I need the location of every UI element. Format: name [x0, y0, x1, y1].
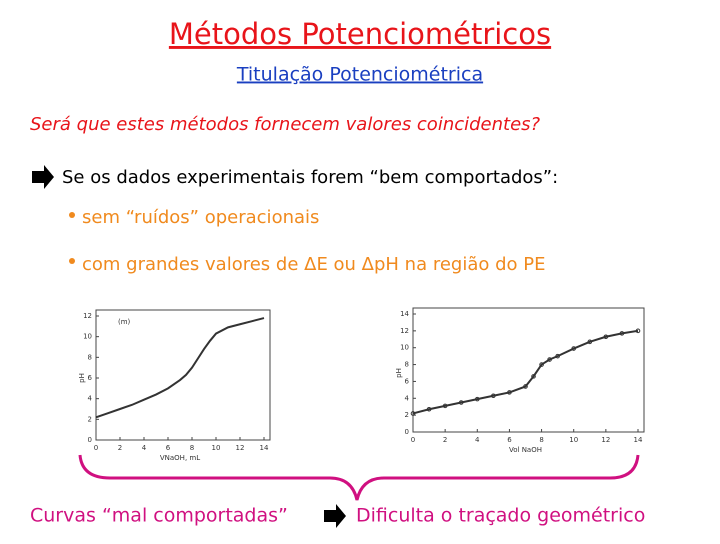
x-tick-label: 4 — [142, 444, 147, 452]
data-point — [491, 393, 496, 399]
data-point — [587, 339, 593, 345]
data-point — [635, 328, 641, 334]
y-tick-label: 12 — [400, 327, 409, 335]
data-point — [539, 362, 544, 367]
bullet-dot — [69, 212, 75, 218]
y-tick-label: 12 — [83, 312, 92, 320]
y-tick-label: 2 — [88, 415, 92, 423]
data-point — [426, 406, 432, 412]
plot-frame — [412, 307, 645, 433]
data-point — [507, 390, 512, 395]
x-tick-label: 2 — [443, 436, 447, 444]
subtitle: Titulação Potenciométrica — [236, 64, 483, 86]
curve — [95, 317, 265, 419]
x-tick-label: 6 — [166, 444, 171, 452]
data-point — [442, 403, 448, 409]
y-tick-label: 6 — [405, 377, 410, 385]
arrow-icon — [324, 504, 346, 528]
bullet: sem “ruídos” operacionais — [82, 207, 319, 228]
data-point — [531, 374, 536, 379]
data-point — [603, 334, 609, 340]
curve — [412, 329, 639, 415]
y-tick-label: 8 — [405, 361, 409, 369]
bullet: com grandes valores de ΔE ou ΔpH na regi… — [82, 254, 546, 275]
y-tick-label: 0 — [405, 428, 409, 436]
data-point — [547, 357, 552, 362]
title: Métodos Potenciométricos — [169, 17, 551, 51]
x-tick-label: 8 — [539, 436, 543, 444]
y-tick-label: 4 — [88, 395, 93, 403]
x-tick-label: 0 — [94, 444, 98, 452]
data-point — [619, 331, 625, 336]
y-tick-label: 10 — [400, 344, 409, 352]
question: Será que estes métodos fornecem valores … — [30, 114, 541, 135]
data-point — [523, 384, 528, 389]
y-tick-label: 10 — [83, 333, 92, 341]
statement: Se os dados experimentais forem “bem com… — [62, 167, 558, 188]
data-point — [474, 396, 480, 402]
conclusion-left: Curvas “mal comportadas” — [30, 505, 288, 527]
data-point — [555, 353, 560, 359]
plot-frame — [95, 309, 271, 441]
x-tick-label: 12 — [236, 444, 245, 452]
y-axis-label: pH — [395, 368, 403, 378]
x-tick-label: 14 — [260, 444, 269, 452]
x-tick-label: 10 — [569, 436, 578, 444]
x-tick-label: 4 — [475, 436, 480, 444]
y-tick-label: 2 — [405, 411, 409, 419]
data-point — [410, 411, 416, 416]
plot-label: (m) — [118, 318, 131, 326]
bullet-dot — [69, 258, 75, 264]
x-tick-label: 6 — [507, 436, 512, 444]
brace — [78, 454, 640, 501]
x-axis-label: Vol NaOH — [509, 446, 542, 454]
x-tick-label: 8 — [190, 444, 194, 452]
x-tick-label: 10 — [212, 444, 221, 452]
data-point — [458, 400, 464, 405]
data-point — [571, 346, 577, 351]
y-axis-label: pH — [78, 373, 86, 383]
y-tick-label: 8 — [88, 353, 92, 361]
x-tick-label: 14 — [634, 436, 643, 444]
y-tick-label: 0 — [88, 436, 92, 444]
x-tick-label: 2 — [118, 444, 122, 452]
y-tick-label: 6 — [88, 374, 93, 382]
x-tick-label: 0 — [411, 436, 415, 444]
x-tick-label: 12 — [601, 436, 610, 444]
y-tick-label: 4 — [405, 394, 410, 402]
x-axis-label: VNaOH, mL — [160, 454, 200, 462]
arrow-icon — [32, 165, 54, 189]
conclusion-right: Dificulta o traçado geométrico — [356, 505, 645, 527]
y-tick-label: 14 — [400, 310, 409, 318]
